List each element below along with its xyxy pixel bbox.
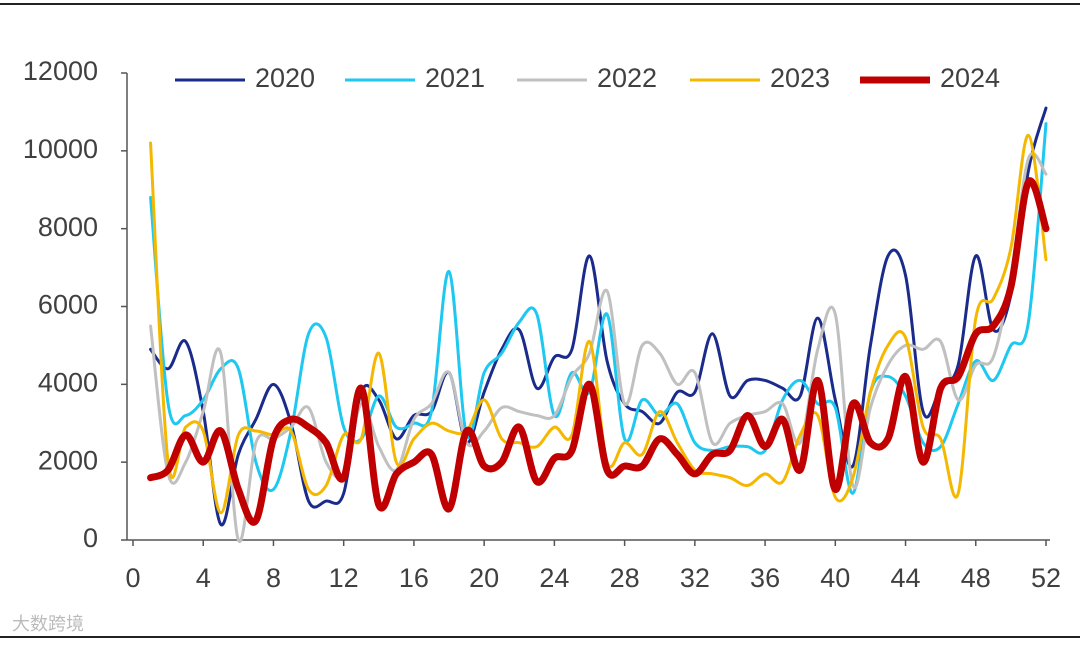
legend-label: 2023 (770, 63, 830, 93)
x-tick-label: 8 (266, 563, 281, 593)
x-tick-label: 32 (680, 563, 710, 593)
y-tick-label: 0 (83, 523, 98, 553)
y-tick-label: 12000 (23, 56, 98, 86)
series-line (149, 133, 1048, 515)
legend-label: 2020 (255, 63, 315, 93)
x-tick-label: 4 (196, 563, 211, 593)
x-tick-label: 20 (469, 563, 499, 593)
legend-label: 2024 (940, 63, 1000, 93)
x-tick-label: 48 (961, 563, 991, 593)
series-line (149, 106, 1048, 527)
x-tick-label: 12 (329, 563, 359, 593)
x-tick-label: 28 (610, 563, 640, 593)
y-tick-label: 8000 (38, 212, 98, 242)
y-tick-label: 6000 (38, 290, 98, 320)
x-tick-label: 40 (820, 563, 850, 593)
y-tick-label: 2000 (38, 445, 98, 475)
x-tick-label: 16 (399, 563, 429, 593)
x-tick-label: 52 (1031, 563, 1061, 593)
watermark: 大数跨境 (12, 614, 84, 634)
series-line (147, 177, 1050, 526)
y-tick-label: 4000 (38, 367, 98, 397)
legend-label: 2021 (425, 63, 485, 93)
y-tick-label: 10000 (23, 134, 98, 164)
x-tick-label: 0 (125, 563, 140, 593)
x-tick-label: 24 (539, 563, 569, 593)
legend-label: 2022 (597, 63, 657, 93)
x-tick-label: 36 (750, 563, 780, 593)
x-tick-label: 44 (891, 563, 921, 593)
series-line (149, 152, 1048, 544)
